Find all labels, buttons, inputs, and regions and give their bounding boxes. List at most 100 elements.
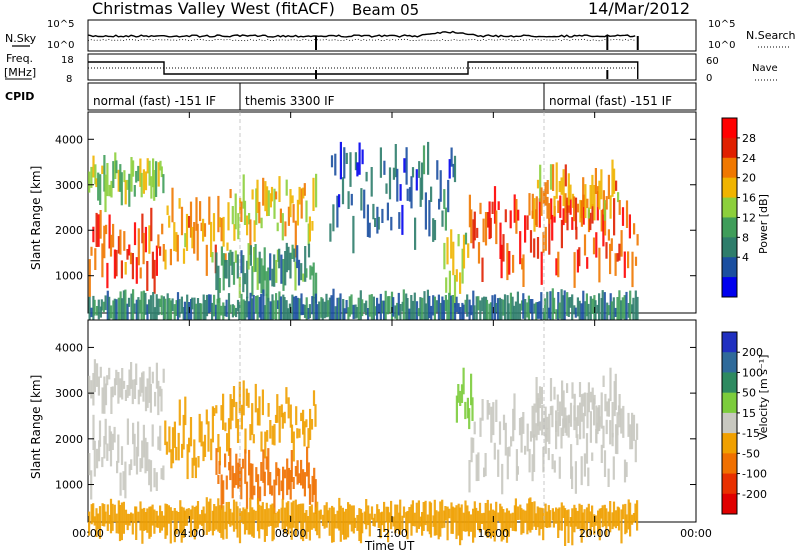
heatmap-cell: [430, 305, 433, 322]
heatmap-cell: [267, 297, 270, 326]
heatmap-cell: [603, 292, 606, 320]
heatmap-cell: [441, 210, 444, 227]
heatmap-cell: [191, 457, 194, 478]
heatmap-cell: [567, 173, 570, 206]
heatmap-cell: [597, 510, 600, 535]
heatmap-cell: [249, 292, 252, 325]
heatmap-cell: [605, 242, 608, 259]
heatmap-cell: [104, 383, 108, 406]
heatmap-cell: [189, 509, 193, 538]
heatmap-cell: [318, 510, 321, 539]
heatmap-cell: [153, 509, 156, 534]
heatmap-cell: [189, 417, 193, 447]
heatmap-cell: [591, 452, 594, 461]
heatmap-cell: [348, 504, 351, 525]
heatmap-cell: [542, 446, 545, 473]
heatmap-cell: [99, 210, 102, 239]
heatmap-cell: [560, 219, 563, 249]
heatmap-cell: [129, 252, 133, 265]
heatmap-cell: [110, 386, 113, 414]
heatmap-cell: [528, 448, 531, 473]
heatmap-cell: [128, 464, 131, 476]
heatmap-cell: [115, 249, 118, 277]
heatmap-cell: [376, 206, 379, 234]
heatmap-cell: [119, 164, 122, 192]
heatmap-cell: [510, 436, 513, 447]
heatmap-cell: [618, 394, 621, 428]
heatmap-cell: [535, 196, 538, 227]
heatmap-cell: [273, 254, 276, 287]
heatmap-cell: [598, 416, 601, 427]
heatmap-cell: [196, 501, 200, 529]
heatmap-cell: [270, 485, 274, 496]
heatmap-cell: [370, 167, 373, 197]
heatmap-cell: [96, 448, 99, 469]
heatmap-cell: [193, 506, 196, 540]
heatmap-cell: [131, 253, 134, 280]
heatmap-cell: [273, 188, 276, 219]
x-tick-label: 12:00: [376, 527, 408, 540]
heatmap-cell: [273, 424, 276, 446]
heatmap-cell: [90, 504, 93, 525]
heatmap-cell: [558, 401, 562, 426]
heatmap-cell: [398, 212, 401, 229]
heatmap-cell: [92, 295, 95, 329]
heatmap-cell: [113, 249, 116, 279]
heatmap-cell: [424, 500, 427, 526]
heatmap-cell: [121, 368, 124, 400]
heatmap-cell: [141, 372, 144, 393]
heatmap-cell: [607, 468, 610, 487]
heatmap-cell: [354, 304, 357, 319]
heatmap-cell: [272, 300, 275, 320]
heatmap-cell: [314, 404, 317, 427]
colorbar-tick-label: 12: [742, 211, 756, 224]
heatmap-cell: [258, 251, 261, 284]
heatmap-cell: [254, 244, 257, 272]
heatmap-cell: [354, 152, 357, 171]
heatmap-cell: [529, 497, 532, 533]
heatmap-cell: [123, 380, 126, 389]
heatmap-cell: [128, 513, 131, 526]
heatmap-cell: [445, 277, 448, 293]
heatmap-cell: [555, 309, 558, 320]
heatmap-cell: [222, 253, 225, 291]
heatmap-cell: [522, 293, 525, 319]
heatmap-cell: [131, 513, 134, 535]
heatmap-cell: [305, 268, 308, 278]
heatmap-cell: [477, 452, 480, 481]
heatmap-cell: [311, 296, 314, 315]
colorbar-tick-label: 24: [742, 152, 756, 165]
heatmap-cell: [164, 420, 167, 446]
heatmap-cell: [94, 164, 97, 185]
heatmap-cell: [99, 174, 102, 205]
heatmap-cell: [309, 265, 312, 280]
heatmap-cell: [207, 421, 210, 452]
heatmap-cell: [111, 503, 114, 531]
heatmap-cell: [484, 503, 487, 536]
x-tick-label: 08:00: [275, 527, 307, 540]
heatmap-cell: [624, 503, 627, 535]
heatmap-cell: [535, 513, 538, 530]
heatmap-cell: [258, 504, 261, 539]
heatmap-cell: [542, 418, 546, 430]
heatmap-cell: [202, 506, 205, 536]
heatmap-cell: [607, 229, 610, 241]
heatmap-cell: [504, 422, 507, 456]
heatmap-cell: [600, 444, 603, 463]
heatmap-cell: [302, 469, 305, 489]
heatmap-cell: [377, 303, 380, 313]
heatmap-cell: [224, 253, 227, 263]
heatmap-cell: [159, 160, 162, 171]
heatmap-cell: [443, 189, 446, 209]
heatmap-cell: [200, 303, 203, 328]
heatmap-cell: [328, 297, 331, 335]
heatmap-cell: [157, 380, 160, 416]
heatmap-cell: [153, 468, 156, 488]
heatmap-cell: [265, 456, 268, 470]
heatmap-cell: [620, 300, 623, 332]
nsky-tick-bottom: 10^0: [47, 40, 74, 51]
heatmap-cell: [231, 512, 234, 526]
heatmap-cell: [106, 262, 109, 289]
heatmap-cell: [500, 298, 503, 323]
heatmap-cell: [629, 502, 632, 537]
